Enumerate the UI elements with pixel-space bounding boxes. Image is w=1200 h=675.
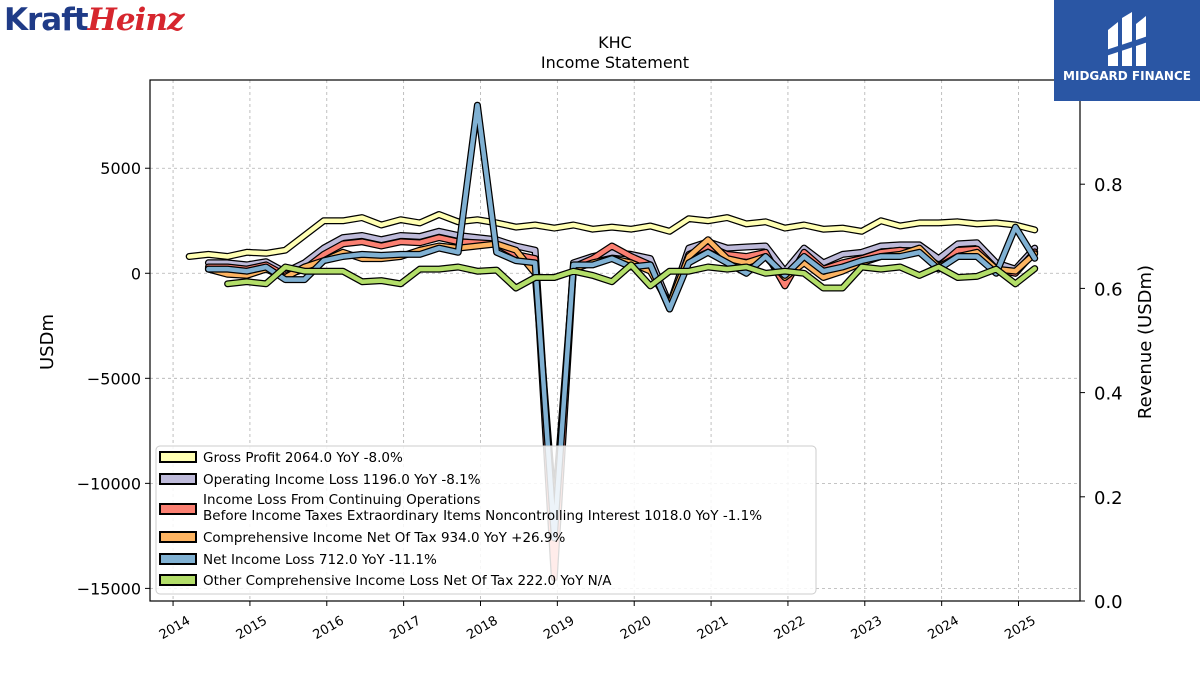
legend-swatch-0 xyxy=(159,451,197,463)
x-tick-label: 2017 xyxy=(387,613,423,643)
chart-title: KHC xyxy=(598,33,632,52)
legend-label-4: Net Income Loss 712.0 YoY -11.1% xyxy=(203,552,437,568)
legend-label-1: Operating Income Loss 1196.0 YoY -8.1% xyxy=(203,472,481,488)
y-tick-label: 0 xyxy=(131,264,141,283)
series-line-4 xyxy=(206,102,1037,541)
y-axis-label: USDm xyxy=(37,314,58,370)
y-right-tick-label: 0.8 xyxy=(1094,175,1123,196)
y-tick-label: −5000 xyxy=(87,369,141,388)
x-tick-label: 2025 xyxy=(1002,613,1038,643)
legend-label-2: Income Loss From Continuing Operations xyxy=(203,492,480,508)
series-line-5 xyxy=(225,262,1037,291)
x-tick-label: 2015 xyxy=(234,613,270,643)
x-tick-label: 2019 xyxy=(541,613,577,643)
x-tick-label: 2016 xyxy=(311,613,347,643)
series-lines xyxy=(185,101,1039,582)
plot-frame xyxy=(149,79,1081,602)
x-tick-label: 2020 xyxy=(618,613,654,643)
legend-swatch-5 xyxy=(159,574,197,586)
legend-swatch-3 xyxy=(159,531,197,543)
x-tick-label: 2021 xyxy=(695,613,731,643)
x-tick-label: 2024 xyxy=(925,613,961,643)
x-tick-label: 2022 xyxy=(772,613,808,643)
legend-label-2: Before Income Taxes Extraordinary Items … xyxy=(203,508,762,524)
legend-swatch-1 xyxy=(159,473,197,485)
legend: Gross Profit 2064.0 YoY -8.0% Operating I… xyxy=(155,445,817,595)
y-axis-right-label: Revenue (USDm) xyxy=(1135,265,1156,419)
kraft-heinz-logo: KraftHeinz xyxy=(4,2,185,38)
legend-swatch-2 xyxy=(159,503,197,515)
legend-box xyxy=(155,445,817,595)
legend-label-3: Comprehensive Income Net Of Tax 934.0 Yo… xyxy=(203,530,566,546)
chart-subtitle: Income Statement xyxy=(541,53,689,72)
y-right-tick-label: 0.4 xyxy=(1094,384,1123,405)
legend-label-0: Gross Profit 2064.0 YoY -8.0% xyxy=(203,450,403,466)
y-right-tick-label: 0.2 xyxy=(1094,488,1123,509)
y-right-tick-label: 0.0 xyxy=(1094,592,1123,613)
legend-label-5: Other Comprehensive Income Loss Net Of T… xyxy=(203,573,612,589)
logo-heinz-text: Heinz xyxy=(87,2,185,38)
series-line-0 xyxy=(186,212,1037,259)
midgard-logo-icon xyxy=(1106,12,1148,66)
midgard-finance-badge: MIDGARD FINANCE xyxy=(1054,0,1200,101)
y-tick-label: 5000 xyxy=(100,159,141,178)
legend-swatch-4 xyxy=(159,553,197,565)
y-right-tick-label: 0.6 xyxy=(1094,279,1123,300)
y-tick-label: −15000 xyxy=(77,579,141,598)
x-tick-label: 2014 xyxy=(157,613,193,643)
x-tick-label: 2018 xyxy=(464,613,500,643)
logo-kraft-text: Kraft xyxy=(4,2,89,38)
y-tick-label: −10000 xyxy=(77,474,141,493)
publisher-name: MIDGARD FINANCE xyxy=(1063,69,1191,83)
x-tick-label: 2023 xyxy=(849,613,885,643)
series-line-2 xyxy=(206,235,1037,581)
